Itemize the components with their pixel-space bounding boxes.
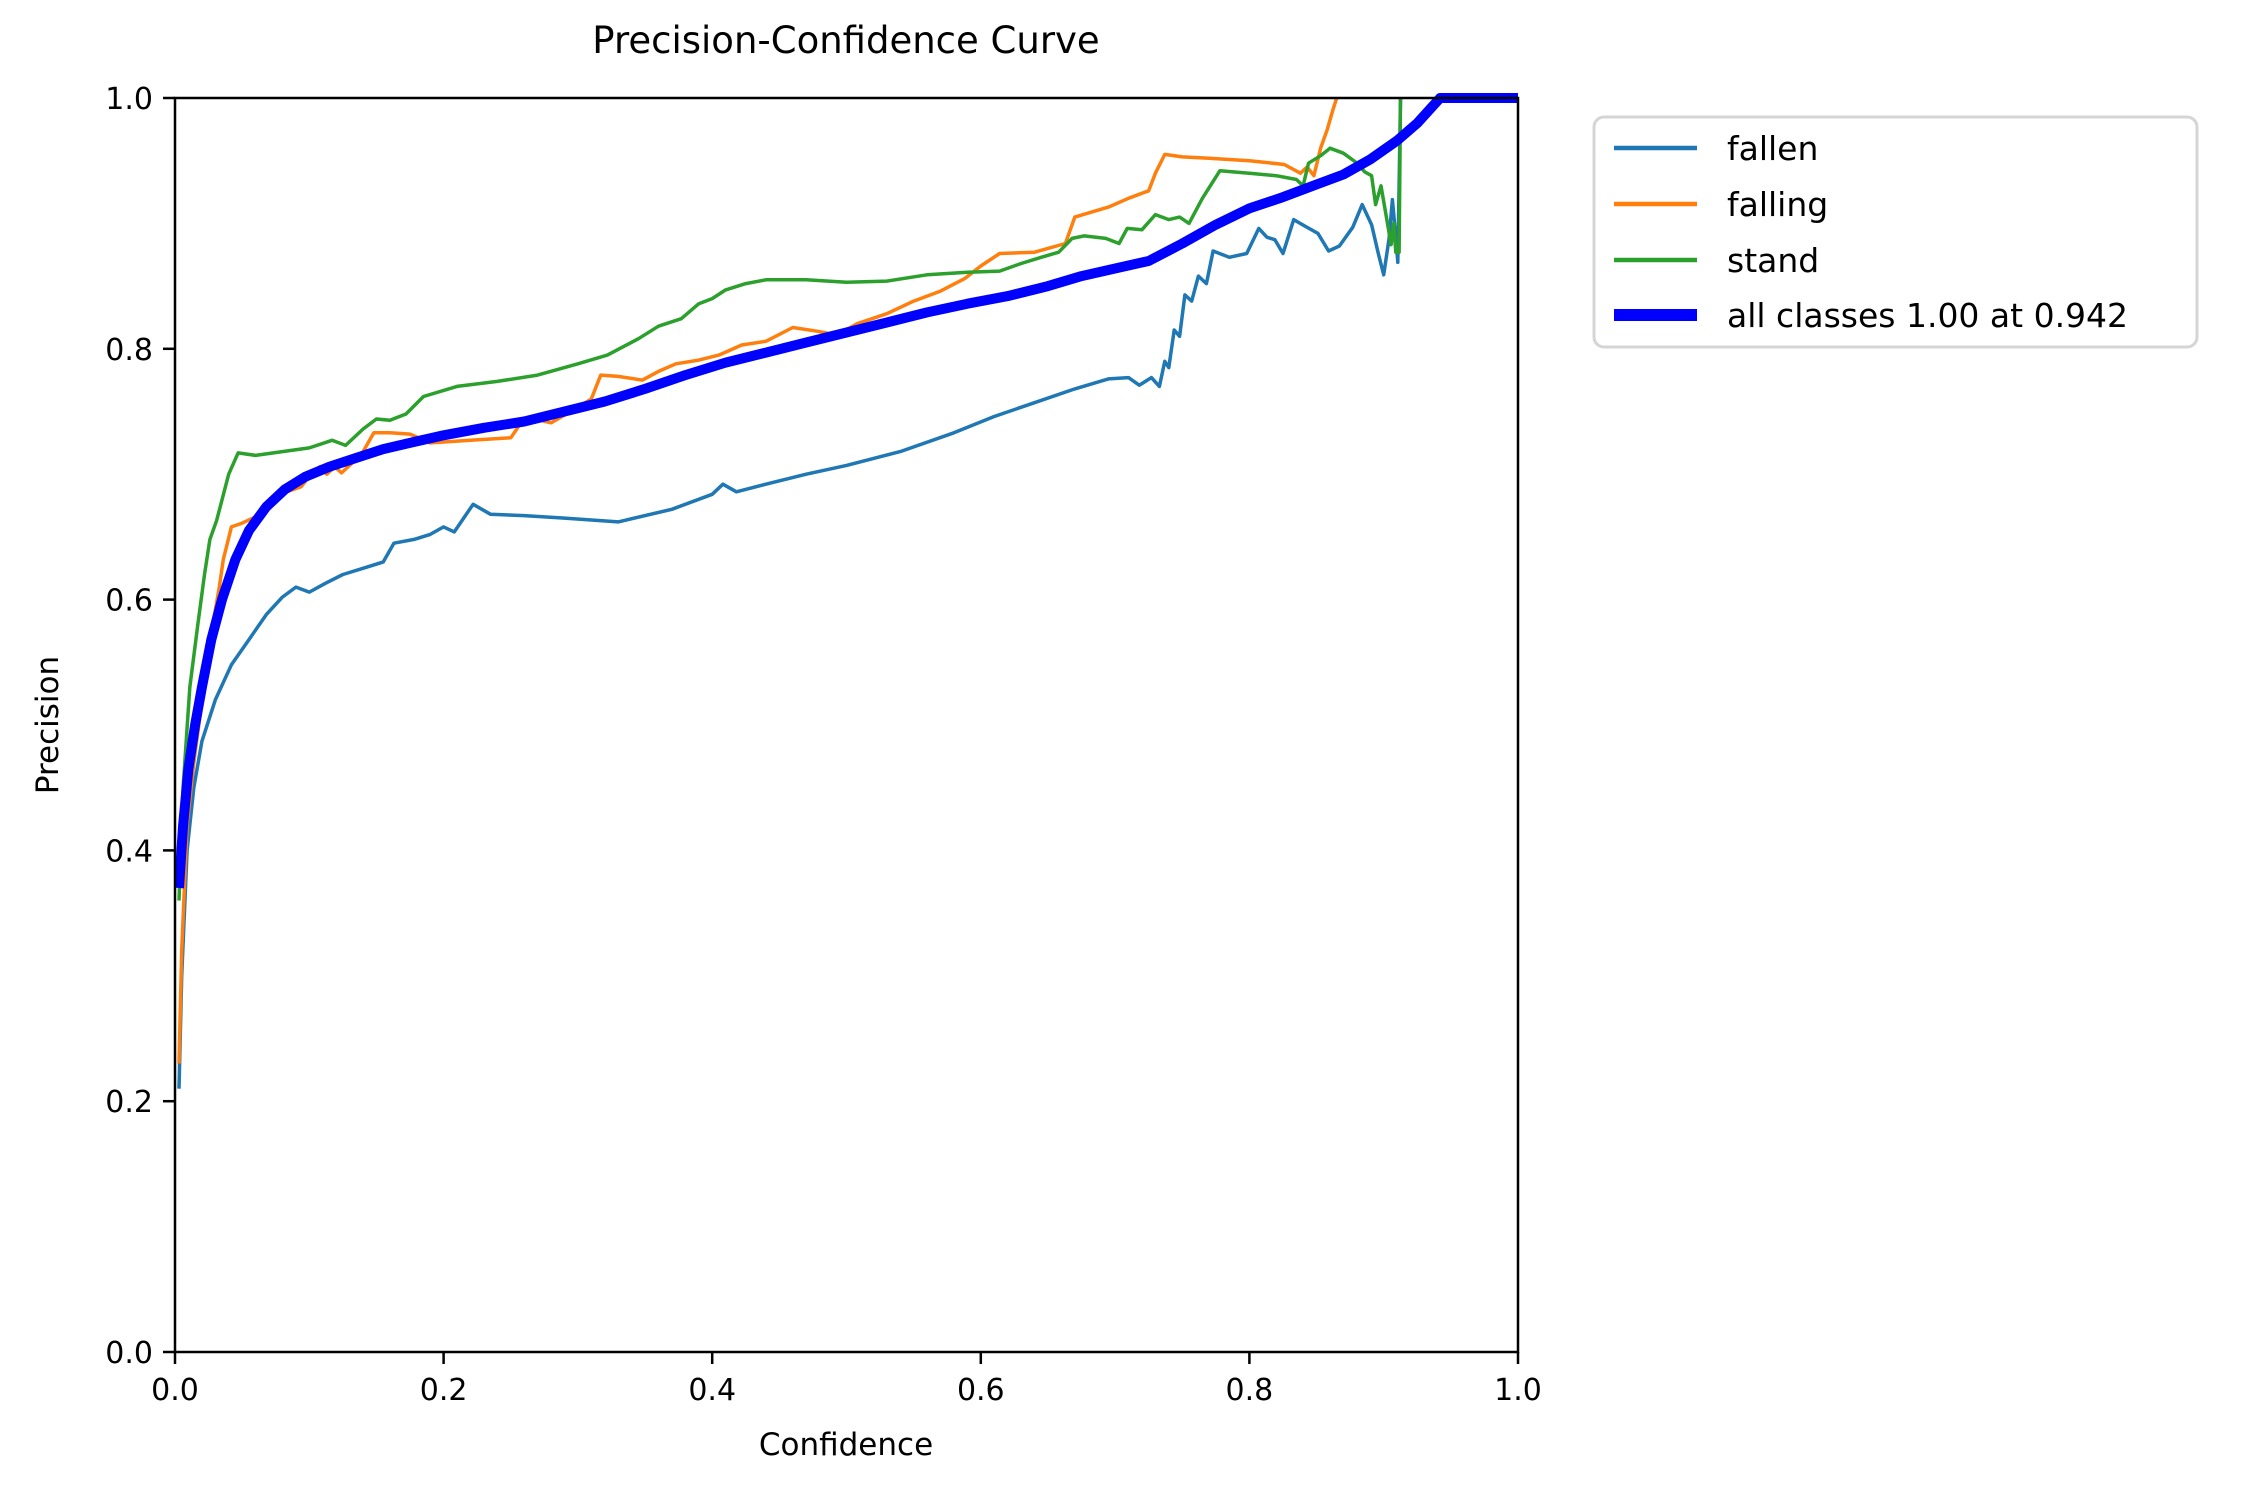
plot-frame xyxy=(173,96,1520,1354)
x-tick-label: 0.2 xyxy=(420,1373,468,1408)
y-tick-label: 0.6 xyxy=(105,584,153,619)
legend-label-fallen: fallen xyxy=(1727,129,1818,168)
x-tick-label: 0.6 xyxy=(957,1373,1005,1408)
y-tick-label: 0.8 xyxy=(105,333,153,368)
y-tick-label: 0.0 xyxy=(105,1336,153,1371)
legend-item-all-classes-1-00-at-0-942: all classes 1.00 at 0.942 xyxy=(1614,296,2128,335)
y-tick-label: 0.4 xyxy=(105,834,153,869)
axis-ticks xyxy=(163,96,1520,1364)
curve-stand xyxy=(177,97,1403,901)
legend-item-fallen: fallen xyxy=(1614,129,1818,168)
legend-box xyxy=(1592,115,2199,349)
x-axis-label: Confidence xyxy=(759,1427,933,1463)
x-tick-label: 0.4 xyxy=(688,1373,736,1408)
legend-item-stand: stand xyxy=(1614,241,1819,280)
curve-all-classes-1-00-at-0-942 xyxy=(174,93,1518,889)
tick-labels: 0.0 0.2 0.4 0.6 0.8 1.0 0.0 0.2 0.4 0.6 0.8 1.0 xyxy=(105,82,1542,1408)
x-tick-label: 0.0 xyxy=(151,1373,199,1408)
y-tick-label: 1.0 xyxy=(105,82,153,117)
plot-spines xyxy=(173,96,1520,1354)
legend: fallen falling stand all classes 1.00 at 0.… xyxy=(1592,115,2199,349)
curves xyxy=(174,93,1518,1089)
legend-label-stand: stand xyxy=(1727,241,1819,280)
legend-label-all-classes-1-00-at-0-942: all classes 1.00 at 0.942 xyxy=(1727,296,2128,335)
x-tick-label: 1.0 xyxy=(1494,1373,1542,1408)
legend-label-falling: falling xyxy=(1727,185,1828,224)
x-tick-label: 0.8 xyxy=(1226,1373,1274,1408)
legend-item-falling: falling xyxy=(1614,185,1828,224)
chart-title: Precision-Confidence Curve xyxy=(592,19,1099,62)
y-tick-label: 0.2 xyxy=(105,1085,153,1120)
curve-fallen xyxy=(177,97,1403,1089)
curve-falling xyxy=(177,97,1339,1064)
y-axis-label: Precision xyxy=(30,656,66,794)
